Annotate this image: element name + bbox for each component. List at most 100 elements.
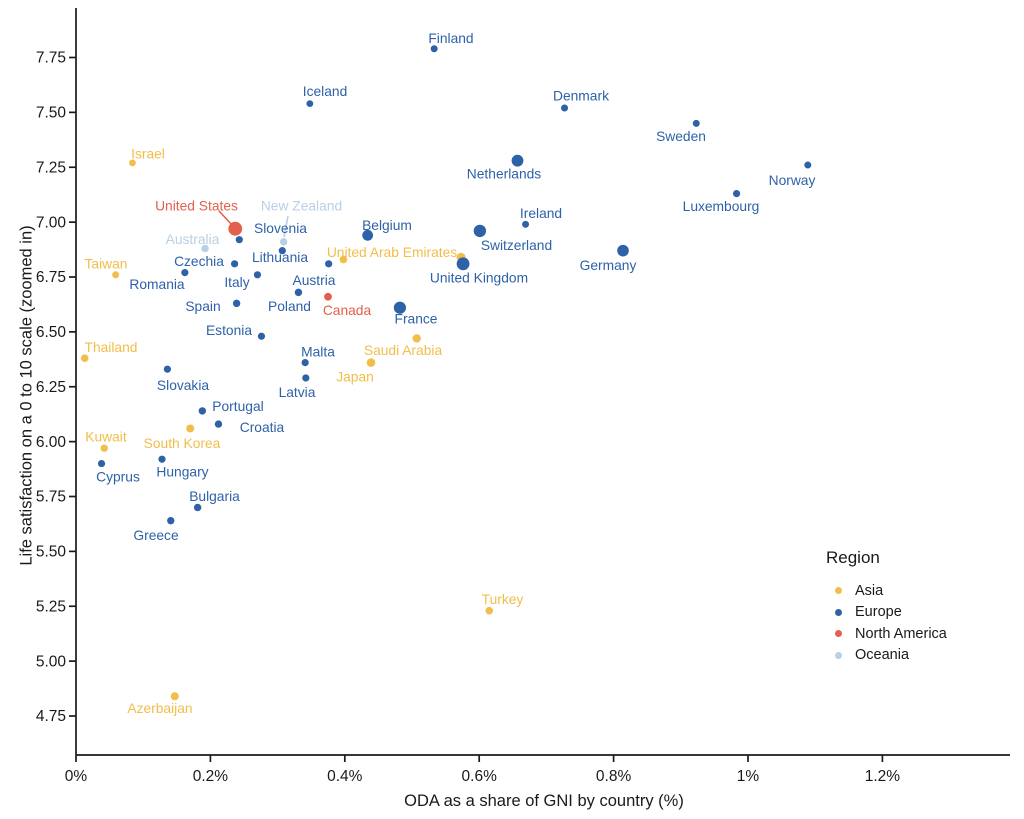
point-romania[interactable] — [181, 269, 189, 277]
point-australia[interactable] — [201, 244, 209, 253]
point-finland[interactable] — [430, 45, 438, 53]
label-turkey: Turkey — [482, 592, 524, 607]
label-spain: Spain — [185, 299, 220, 314]
x-tick-label: 0.8% — [596, 768, 632, 785]
legend-item-europe[interactable]: Europe — [826, 602, 1024, 624]
point-switzerland[interactable] — [473, 224, 487, 238]
point-denmark[interactable] — [561, 104, 569, 112]
label-azerbaijan: Azerbaijan — [127, 701, 192, 716]
x-tick-label: 0.6% — [462, 768, 498, 785]
point-iceland[interactable] — [306, 100, 314, 107]
point-slovakia[interactable] — [163, 365, 171, 373]
point-spain[interactable] — [232, 299, 241, 308]
point-austria[interactable] — [325, 260, 333, 268]
legend-label-oceania: Oceania — [855, 647, 910, 664]
y-axis-title: Life satisfaction on a 0 to 10 scale (zo… — [17, 225, 36, 566]
y-tick-label: 7.00 — [36, 214, 67, 231]
point-czechia[interactable] — [230, 260, 239, 268]
label-croatia: Croatia — [240, 420, 285, 435]
point-japan[interactable] — [366, 358, 376, 367]
point-cyprus[interactable] — [97, 459, 106, 468]
point-ireland[interactable] — [522, 220, 530, 228]
point-slovenia[interactable] — [235, 236, 243, 244]
point-estonia[interactable] — [257, 332, 266, 340]
x-tick-label: 0.2% — [193, 768, 229, 785]
label-cyprus: Cyprus — [96, 469, 140, 484]
y-tick-label: 6.00 — [36, 434, 67, 451]
point-malta[interactable] — [301, 359, 309, 367]
point-croatia[interactable] — [214, 420, 223, 428]
point-italy[interactable] — [253, 271, 262, 279]
point-germany[interactable] — [617, 244, 629, 257]
legend-item-north-america[interactable]: North America — [826, 623, 1024, 645]
y-tick-label: 5.75 — [36, 489, 66, 506]
point-taiwan[interactable] — [112, 271, 120, 279]
point-israel[interactable] — [129, 159, 136, 167]
point-greece[interactable] — [167, 516, 175, 525]
legend: Region Asia Europe North America Oceania — [826, 548, 1024, 666]
point-belgium[interactable] — [362, 229, 374, 241]
label-kuwait: Kuwait — [85, 429, 127, 444]
legend-swatch-europe — [835, 608, 842, 616]
point-hungary[interactable] — [158, 455, 166, 463]
legend-item-oceania[interactable]: Oceania — [826, 645, 1024, 667]
label-ireland: Ireland — [520, 206, 562, 221]
legend-label-europe: Europe — [855, 604, 902, 621]
label-czechia: Czechia — [174, 254, 224, 269]
y-tick-label: 7.75 — [36, 50, 66, 67]
point-united-kingdom[interactable] — [456, 257, 470, 271]
label-estonia: Estonia — [206, 323, 252, 338]
point-bulgaria[interactable] — [193, 503, 202, 512]
label-saudi-arabia: Saudi Arabia — [364, 343, 443, 358]
point-south-korea[interactable] — [186, 424, 195, 433]
point-norway[interactable] — [804, 161, 812, 169]
y-tick-label: 5.00 — [36, 653, 67, 670]
y-tick-label: 6.75 — [36, 269, 66, 286]
label-germany: Germany — [580, 258, 637, 273]
point-new-zealand[interactable] — [279, 238, 288, 246]
legend-swatch-north-america — [835, 630, 842, 638]
x-axis-title: ODA as a share of GNI by country (%) — [404, 792, 684, 810]
point-saudi-arabia[interactable] — [412, 334, 421, 343]
label-united-kingdom: United Kingdom — [430, 270, 528, 285]
x-tick-label: 1% — [737, 768, 760, 785]
point-portugal[interactable] — [198, 407, 207, 415]
label-austria: Austria — [293, 273, 336, 288]
label-japan: Japan — [336, 369, 374, 384]
point-sweden[interactable] — [692, 119, 700, 127]
point-united-arab-emirates[interactable] — [339, 255, 348, 264]
label-romania: Romania — [129, 277, 185, 292]
label-new-zealand: New Zealand — [261, 198, 342, 213]
legend-item-asia[interactable]: Asia — [826, 580, 1024, 602]
point-azerbaijan[interactable] — [170, 692, 179, 701]
point-latvia[interactable] — [302, 374, 310, 382]
point-netherlands[interactable] — [511, 154, 524, 167]
label-luxembourg: Luxembourg — [683, 199, 760, 214]
legend-swatch-oceania — [835, 651, 842, 659]
point-lithuania[interactable] — [278, 247, 286, 255]
point-turkey[interactable] — [485, 606, 494, 615]
legend-label-asia: Asia — [855, 582, 884, 599]
point-united-states[interactable] — [228, 221, 243, 236]
label-latvia: Latvia — [279, 385, 316, 400]
y-tick-label: 4.75 — [36, 708, 66, 725]
y-tick-label: 7.25 — [36, 159, 66, 176]
label-poland: Poland — [268, 299, 311, 314]
label-australia: Australia — [166, 232, 220, 247]
y-tick-label: 7.50 — [36, 105, 67, 122]
y-tick-label: 5.25 — [36, 598, 66, 615]
point-france[interactable] — [393, 301, 407, 314]
point-canada[interactable] — [324, 292, 332, 301]
point-poland[interactable] — [294, 288, 303, 297]
x-tick-label: 1.2% — [865, 768, 901, 785]
label-canada: Canada — [323, 303, 372, 318]
leader-line-new-zealand — [283, 215, 289, 238]
point-luxembourg[interactable] — [732, 189, 741, 198]
label-france: France — [395, 311, 438, 326]
label-hungary: Hungary — [156, 464, 208, 479]
point-thailand[interactable] — [80, 354, 89, 363]
legend-label-north-america: North America — [855, 625, 947, 642]
point-kuwait[interactable] — [100, 444, 108, 452]
label-malta: Malta — [301, 344, 335, 359]
